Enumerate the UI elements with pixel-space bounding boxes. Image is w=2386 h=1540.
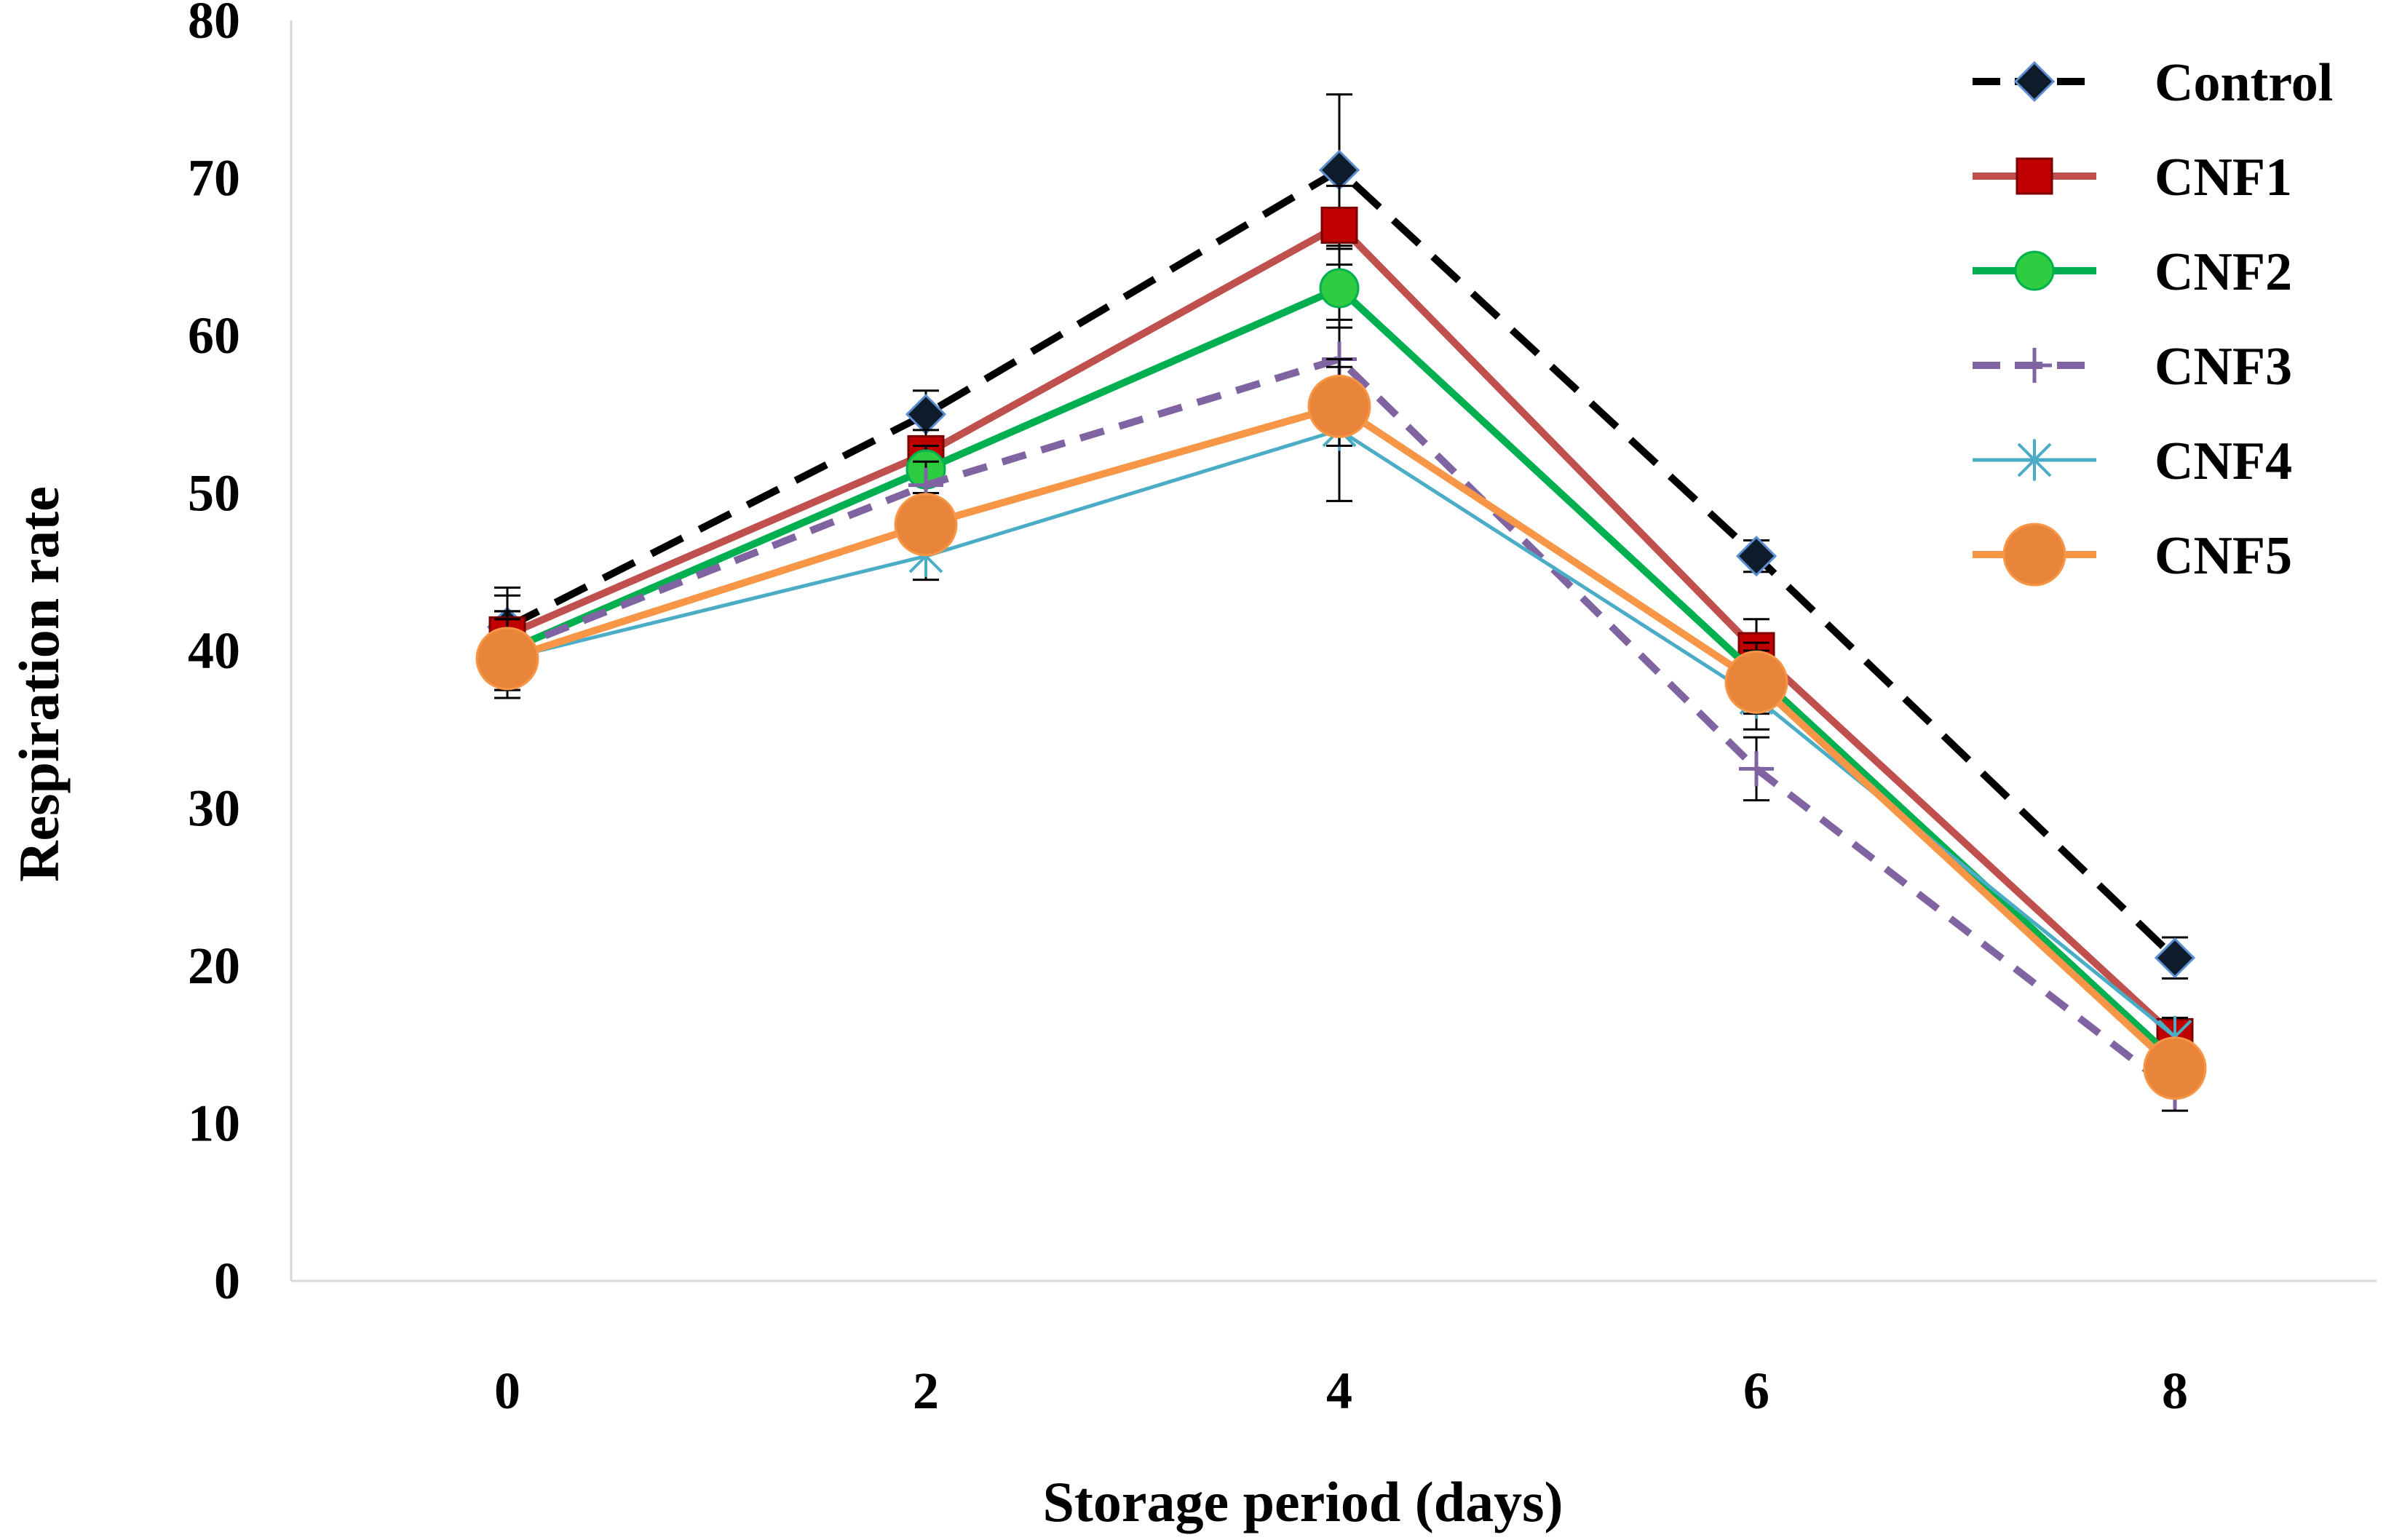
y-tick-label: 0 [214, 1252, 240, 1310]
legend-marker [2016, 157, 2053, 195]
data-point [1307, 374, 1371, 438]
legend-label: CNF3 [2155, 337, 2292, 397]
series-line [506, 402, 2178, 1071]
y-tick-label: 80 [188, 0, 240, 49]
legend-entry-cnf1: CNF1 [1973, 148, 2292, 207]
legend-label: CNF5 [2155, 526, 2292, 586]
data-point [1320, 206, 1358, 244]
x-tick-label: 0 [494, 1362, 520, 1420]
legend-entry-cnf4: CNF4 [1973, 432, 2292, 491]
data-point [1735, 535, 1777, 577]
legend-label: Control [2155, 53, 2333, 113]
legend-label: CNF2 [2155, 242, 2292, 302]
legend: Control CNF1 CNF2 CNF3 CNF4 CNF5 [1973, 53, 2333, 587]
legend-marker [2013, 60, 2056, 103]
data-point [1739, 751, 1774, 787]
series-cnf1 [488, 184, 2194, 1057]
data-point [1318, 149, 1360, 191]
series-cnf4 [490, 357, 2192, 1058]
data-point [1724, 650, 1788, 714]
series-cnf5 [475, 365, 2207, 1100]
x-tick-label: 4 [1326, 1362, 1352, 1420]
legend-entry-cnf3: CNF3 [1973, 337, 2292, 397]
y-tick-label: 10 [188, 1095, 240, 1153]
legend-marker [2002, 523, 2066, 587]
y-axis-ticks: 0 10 20 30 40 50 60 70 80 [188, 0, 240, 1310]
legend-entry-cnf2: CNF2 [1973, 242, 2292, 302]
legend-entry-cnf5: CNF5 [1973, 523, 2292, 587]
y-tick-label: 20 [188, 937, 240, 995]
legend-marker [2017, 348, 2052, 383]
y-tick-label: 70 [188, 149, 240, 207]
series-cnf3 [490, 318, 2192, 1112]
x-tick-label: 6 [1743, 1362, 1769, 1420]
y-tick-label: 50 [188, 464, 240, 523]
y-tick-label: 40 [188, 622, 240, 680]
x-tick-label: 8 [2162, 1362, 2188, 1420]
plot-frame [290, 20, 2377, 1282]
y-tick-label: 30 [188, 779, 240, 838]
x-axis-title: Storage period (days) [1043, 1470, 1563, 1533]
data-point [2143, 1036, 2207, 1100]
x-tick-label: 2 [913, 1362, 939, 1420]
y-tick-label: 60 [188, 306, 240, 365]
data-point [894, 493, 958, 557]
y-axis-title: Respiration rate [7, 486, 71, 882]
legend-marker [2017, 439, 2052, 481]
x-axis-ticks: 0 2 4 6 8 [494, 1362, 2188, 1420]
legend-marker [2014, 250, 2055, 291]
data-point [1319, 268, 1360, 309]
data-point [475, 627, 539, 691]
legend-entry-control: Control [1973, 53, 2333, 113]
legend-label: CNF1 [2155, 148, 2292, 207]
data-point [2154, 937, 2196, 979]
legend-label: CNF4 [2155, 432, 2292, 491]
data-point [905, 394, 947, 435]
series-layer [475, 93, 2207, 1112]
series-line [507, 428, 2176, 1039]
series-line [506, 355, 2178, 1095]
